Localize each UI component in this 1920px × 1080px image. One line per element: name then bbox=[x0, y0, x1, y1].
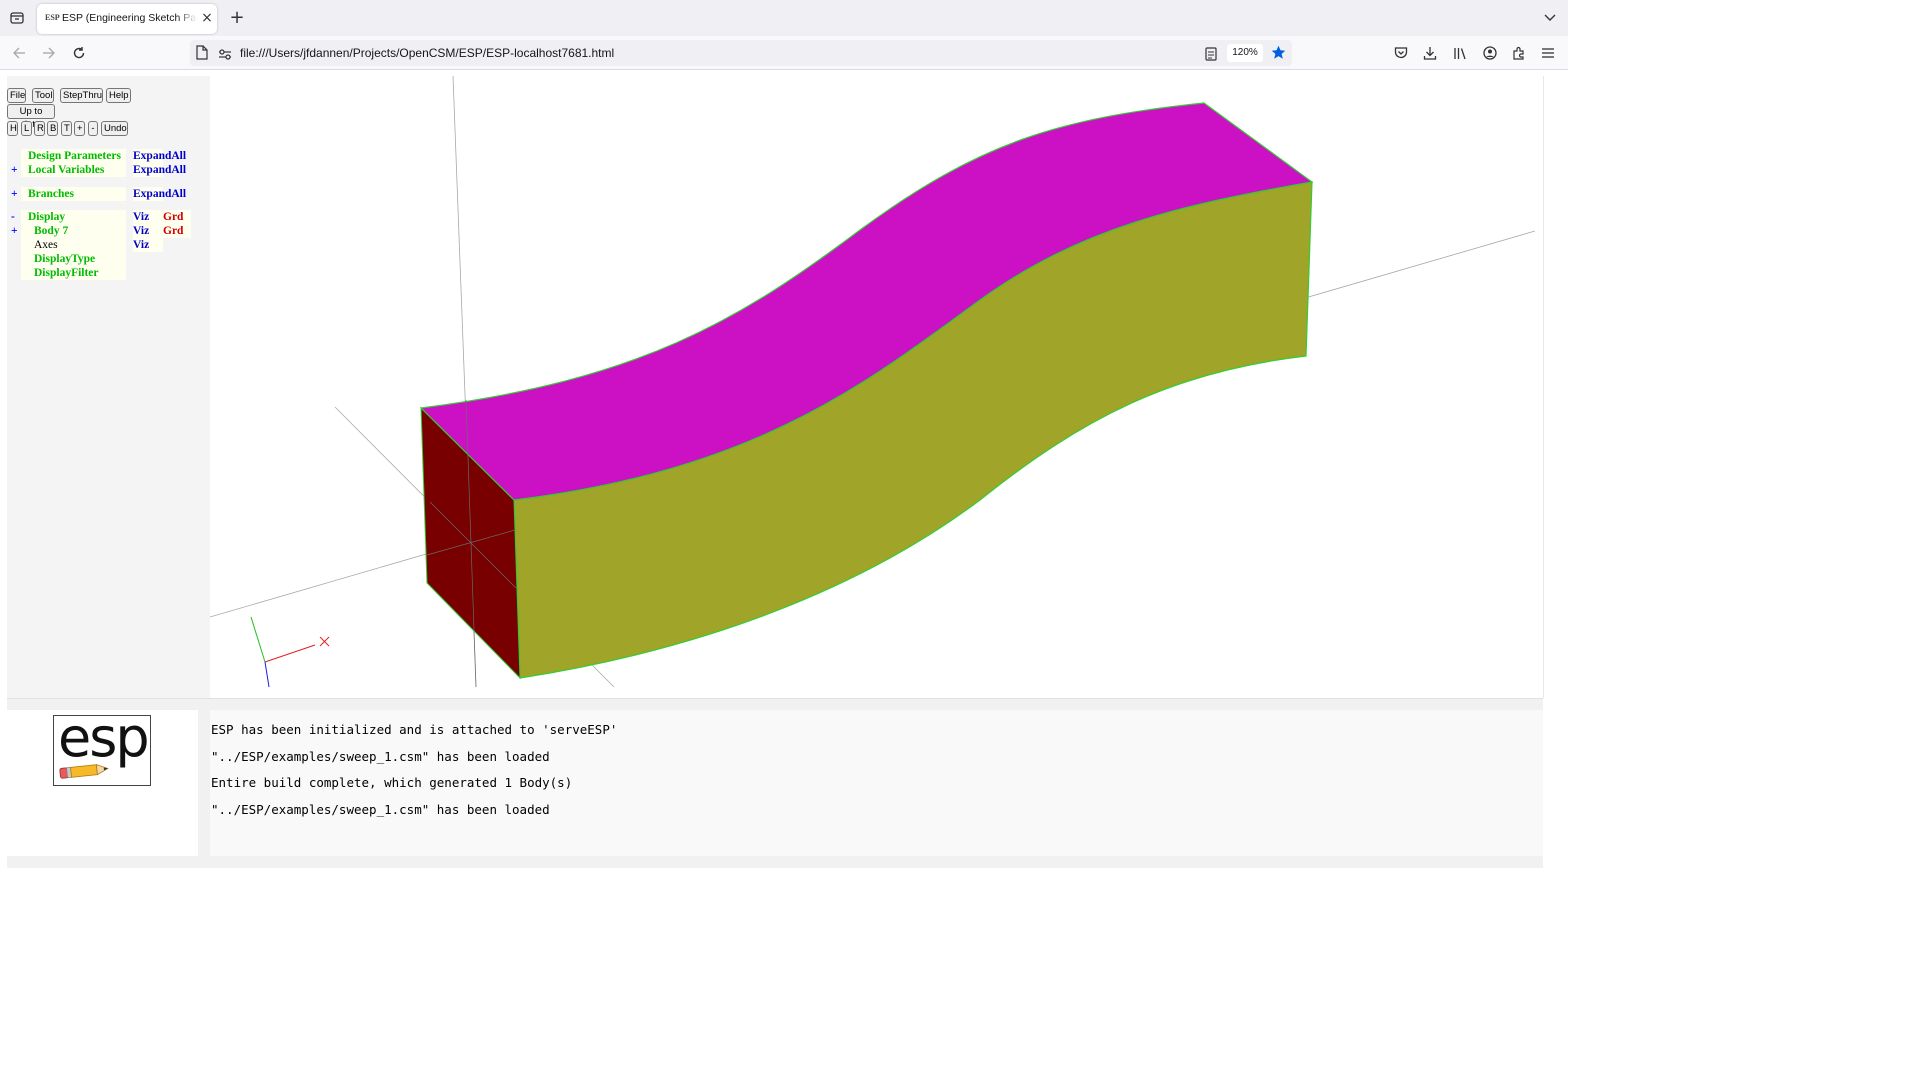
viz-toggle[interactable]: Viz bbox=[133, 224, 163, 238]
logo-text: esp bbox=[58, 706, 150, 769]
tree-row-body-7[interactable]: + Body 7 Viz Grd bbox=[7, 224, 197, 238]
expand-toggle[interactable]: + bbox=[11, 164, 18, 176]
reader-view-icon[interactable] bbox=[1205, 46, 1217, 65]
axes-label[interactable]: Axes bbox=[21, 238, 126, 252]
graphics-canvas[interactable] bbox=[209, 75, 1543, 698]
stepthru-button[interactable]: StepThru bbox=[60, 88, 103, 103]
browser-nav-bar: file:///Users/jfdannen/Projects/OpenCSM/… bbox=[0, 36, 1568, 70]
url-text: file:///Users/jfdannen/Projects/OpenCSM/… bbox=[240, 46, 615, 60]
panel-splitter-vertical[interactable] bbox=[198, 710, 210, 856]
esp-favicon-icon: ESP bbox=[45, 13, 60, 22]
local-variables-label[interactable]: Local Variables bbox=[21, 163, 126, 177]
esp-left-panel: File Tool StepThru Help Up to date H L R… bbox=[7, 76, 210, 698]
logo-panel: esp bbox=[7, 706, 198, 856]
message-line: "../ESP/examples/sweep_1.csm" has been l… bbox=[211, 749, 550, 764]
page-icon bbox=[196, 45, 208, 64]
tab-list-icon[interactable] bbox=[8, 9, 26, 27]
panel-splitter[interactable] bbox=[7, 698, 1543, 710]
view-home-button[interactable]: H bbox=[7, 121, 18, 136]
viz-toggle[interactable]: Viz bbox=[133, 210, 163, 224]
expand-toggle[interactable]: + bbox=[11, 225, 18, 237]
display-filter-label[interactable]: DisplayFilter bbox=[21, 266, 126, 280]
reload-icon[interactable] bbox=[70, 44, 88, 62]
axis-line-vertical-front bbox=[465, 399, 477, 688]
view-bottom-button[interactable]: B bbox=[47, 121, 58, 136]
pocket-icon[interactable] bbox=[1392, 44, 1410, 62]
file-button[interactable]: File bbox=[7, 88, 26, 103]
branches-label[interactable]: Branches bbox=[21, 187, 126, 201]
display-label[interactable]: Display bbox=[21, 210, 126, 224]
zoom-in-button[interactable]: + bbox=[74, 121, 85, 136]
tree-row-axes[interactable]: Axes Viz bbox=[7, 238, 197, 252]
tree-row-display-type[interactable]: DisplayType bbox=[7, 252, 197, 266]
expand-all-link[interactable]: ExpandAll bbox=[133, 187, 187, 201]
tree-row-local-variables[interactable]: + Local Variables ExpandAll bbox=[7, 163, 197, 177]
design-parameters-label[interactable]: Design Parameters bbox=[21, 149, 126, 163]
tool-button[interactable]: Tool bbox=[32, 88, 54, 103]
axis-line-depth-front bbox=[429, 501, 517, 589]
expand-all-link[interactable]: ExpandAll bbox=[133, 149, 187, 163]
zoom-out-button[interactable]: - bbox=[88, 121, 98, 136]
permissions-icon[interactable] bbox=[218, 46, 232, 65]
undo-button[interactable]: Undo bbox=[101, 121, 128, 136]
display-type-label[interactable]: DisplayType bbox=[21, 252, 126, 266]
axis-line-horizontal-front bbox=[426, 529, 516, 556]
view-left-button[interactable]: L bbox=[21, 121, 32, 136]
tree-row-display[interactable]: - Display Viz Grd bbox=[7, 210, 197, 224]
new-tab-icon[interactable]: + bbox=[229, 7, 245, 28]
forward-arrow-icon[interactable] bbox=[40, 44, 58, 62]
extensions-icon[interactable] bbox=[1510, 44, 1528, 62]
message-panel: ESP has been initialized and is attached… bbox=[210, 710, 1543, 856]
viz-toggle[interactable]: Viz bbox=[133, 238, 163, 252]
tree-row-display-filter[interactable]: DisplayFilter bbox=[7, 266, 197, 280]
esp-logo: esp bbox=[53, 706, 151, 786]
tree-row-design-parameters[interactable]: Design Parameters ExpandAll bbox=[7, 149, 197, 163]
help-button[interactable]: Help bbox=[106, 88, 131, 103]
status-button[interactable]: Up to date bbox=[7, 104, 55, 130]
pencil-icon bbox=[59, 764, 109, 779]
zoom-level-badge[interactable]: 120% bbox=[1227, 44, 1263, 62]
chevron-down-icon[interactable] bbox=[1543, 10, 1559, 26]
bookmark-star-icon[interactable] bbox=[1271, 45, 1286, 64]
view-right-button[interactable]: R bbox=[34, 121, 45, 136]
sweep-body-render[interactable] bbox=[209, 75, 1543, 698]
back-arrow-icon[interactable] bbox=[10, 44, 28, 62]
message-line: Entire build complete, which generated 1… bbox=[211, 775, 573, 790]
axes-triad-icon bbox=[250, 616, 330, 688]
downloads-icon[interactable] bbox=[1421, 44, 1439, 62]
message-line: ESP has been initialized and is attached… bbox=[211, 722, 618, 737]
grd-toggle[interactable]: Grd bbox=[163, 210, 191, 224]
tree-row-branches[interactable]: + Branches ExpandAll bbox=[7, 187, 197, 201]
url-bar[interactable]: file:///Users/jfdannen/Projects/OpenCSM/… bbox=[190, 40, 1292, 66]
expand-toggle[interactable]: + bbox=[11, 188, 18, 200]
body-7-label[interactable]: Body 7 bbox=[21, 224, 126, 238]
account-icon[interactable] bbox=[1481, 44, 1499, 62]
expand-all-link[interactable]: ExpandAll bbox=[133, 163, 187, 177]
browser-tab[interactable]: ESP ESP (Engineering Sketch Pad, V × bbox=[37, 4, 217, 34]
collapse-toggle[interactable]: - bbox=[11, 211, 15, 223]
view-top-button[interactable]: T bbox=[61, 121, 72, 136]
close-tab-icon[interactable]: × bbox=[201, 10, 213, 26]
menu-icon[interactable] bbox=[1539, 44, 1557, 62]
tab-title: ESP (Engineering Sketch Pad, V bbox=[62, 12, 197, 24]
grd-toggle[interactable]: Grd bbox=[163, 224, 191, 238]
top-face bbox=[419, 102, 1314, 501]
bottom-splitter bbox=[7, 856, 1543, 868]
message-line: "../ESP/examples/sweep_1.csm" has been l… bbox=[211, 802, 550, 817]
library-icon[interactable] bbox=[1451, 44, 1469, 62]
canvas-right-gutter bbox=[1543, 76, 1568, 698]
browser-tab-strip: ESP ESP (Engineering Sketch Pad, V × + bbox=[0, 0, 1568, 36]
